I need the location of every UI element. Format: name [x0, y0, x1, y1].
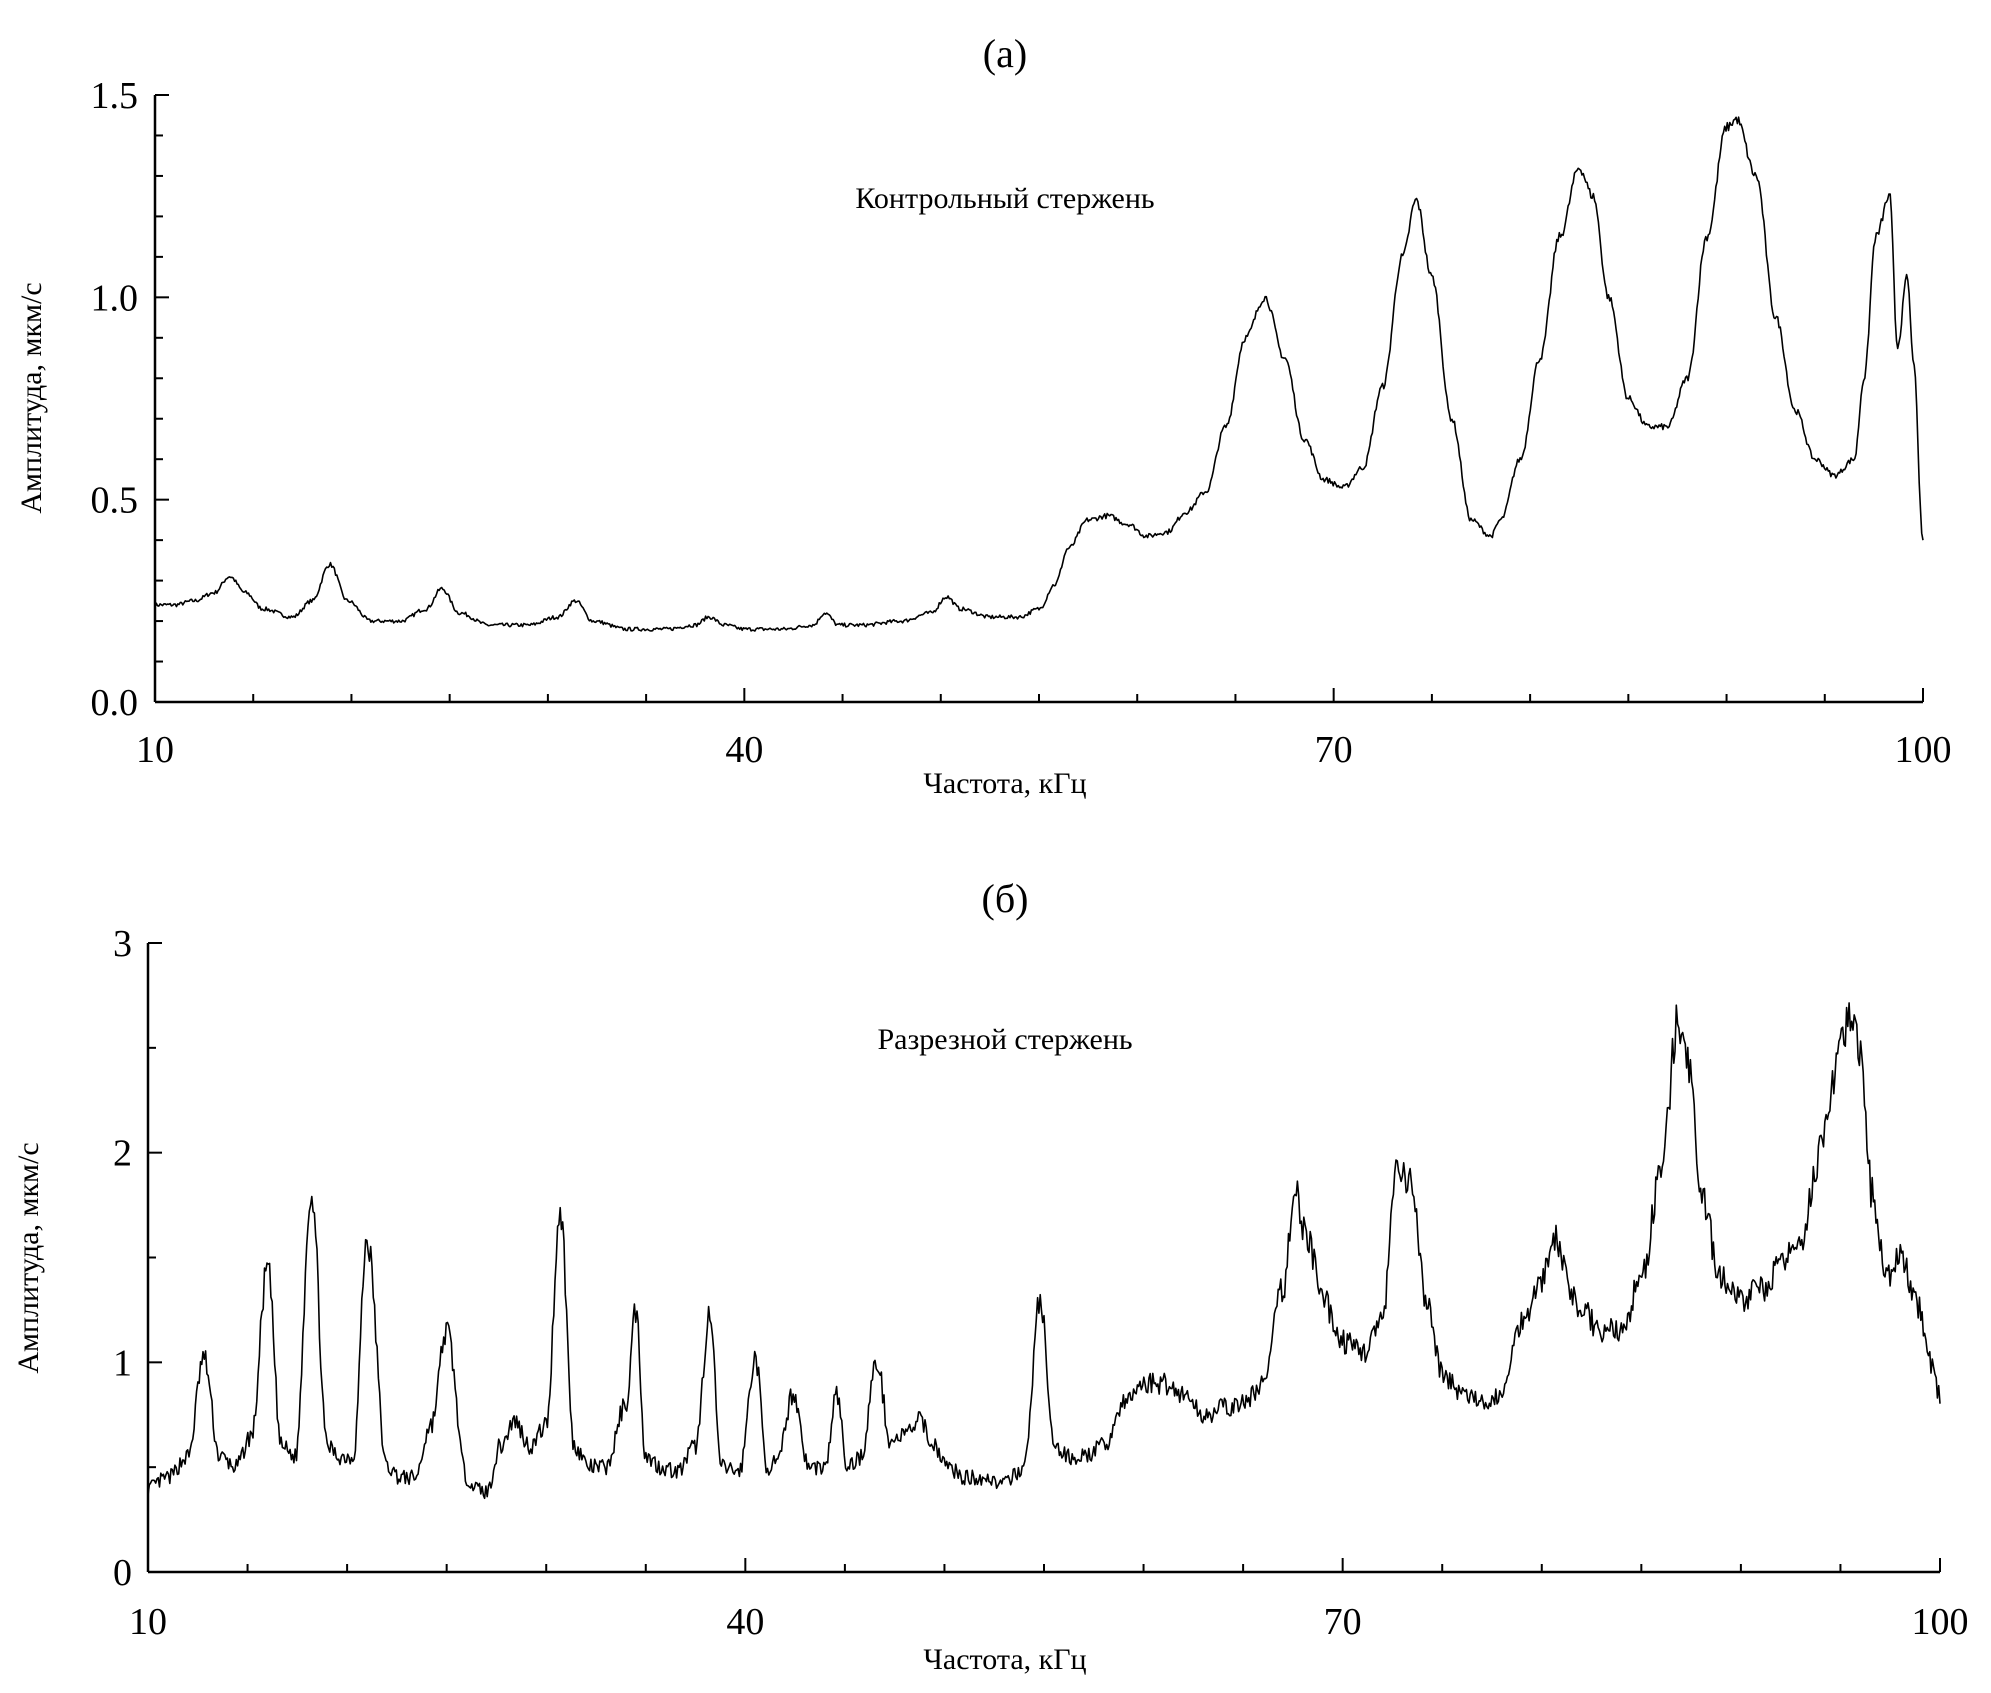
- series-line: [154, 116, 1924, 632]
- x-tick-label: 70: [1324, 1601, 1362, 1643]
- panel-label: (а): [983, 31, 1027, 76]
- y-axis-title: Амплитуда, мкм/с: [12, 1142, 45, 1373]
- y-axis-title: Амплитуда, мкм/с: [15, 282, 48, 513]
- series-annotation: Контрольный стержень: [855, 182, 1154, 215]
- plot-area: [147, 1002, 1941, 1500]
- y-tick-label: 3: [113, 923, 132, 965]
- x-tick-label: 40: [726, 1601, 764, 1643]
- x-tick-label: 10: [136, 729, 174, 771]
- chart-panel-b: (б) Разрезной стержень 0 1 2 3 10 40 70 100 Ча…: [12, 876, 1969, 1676]
- y-tick-label: 0.5: [91, 480, 139, 522]
- x-axis-title: Частота, кГц: [923, 767, 1086, 800]
- chart-panel-a: (а) Контрольный стержень 0.0 0.5 1.0 1.5 10…: [15, 31, 1952, 800]
- plot-area: [154, 116, 1924, 632]
- y-ticks: 0.0 0.5 1.0 1.5: [91, 75, 169, 724]
- y-tick-label: 1.0: [91, 277, 139, 319]
- y-tick-label: 2: [113, 1133, 132, 1175]
- panel-label: (б): [982, 876, 1029, 921]
- x-axis-title: Частота, кГц: [923, 1643, 1086, 1676]
- series-annotation: Разрезной стержень: [877, 1023, 1132, 1056]
- y-tick-label: 0.0: [91, 682, 139, 724]
- x-tick-label: 70: [1315, 729, 1353, 771]
- x-tick-label: 100: [1895, 729, 1952, 771]
- y-tick-label: 1.5: [91, 75, 139, 117]
- x-ticks: 10 40 70 100: [129, 1558, 1969, 1643]
- series-line: [147, 1002, 1941, 1500]
- x-tick-label: 10: [129, 1601, 167, 1643]
- x-tick-label: 40: [725, 729, 763, 771]
- y-tick-label: 0: [113, 1552, 132, 1594]
- x-tick-label: 100: [1912, 1601, 1969, 1643]
- y-tick-label: 1: [113, 1342, 132, 1384]
- y-ticks: 0 1 2 3: [113, 923, 162, 1594]
- x-ticks: 10 40 70 100: [136, 688, 1952, 771]
